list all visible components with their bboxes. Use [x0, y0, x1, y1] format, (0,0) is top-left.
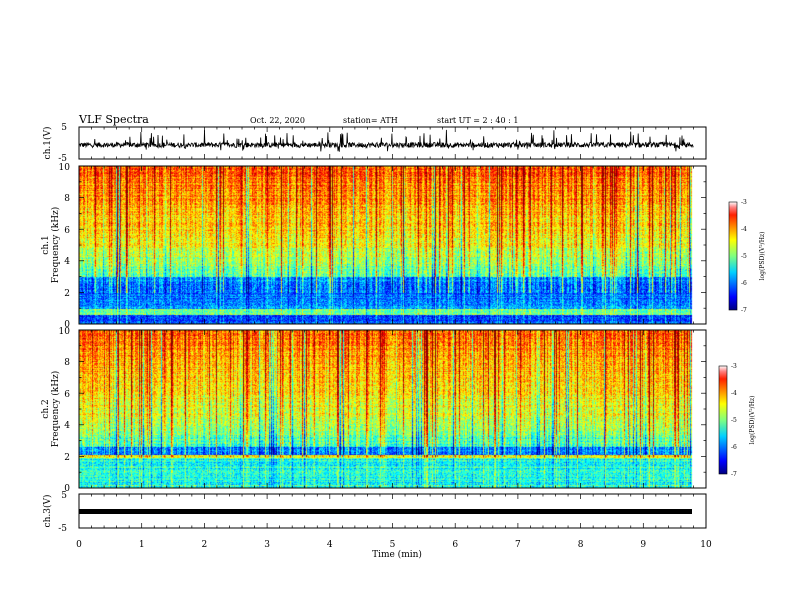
ch1-freq-tick-10: 10: [59, 163, 71, 173]
ch2-colorbar-tick-m3: -3: [731, 363, 737, 370]
ch1-waveform-line: [78, 129, 694, 152]
ch2-freq-tick-0: 0: [64, 484, 70, 494]
date-label: Oct. 22, 2020: [250, 116, 305, 125]
time-axis-tick-4: 4: [327, 540, 333, 550]
time-axis-tick-0: 0: [76, 540, 82, 550]
time-axis-tick-6: 6: [452, 540, 458, 550]
ch2-spectrogram-image: [79, 330, 706, 488]
ch2-freq-tick-10: 10: [59, 327, 71, 337]
ch1-colorbar-tick-m6: -6: [741, 280, 747, 287]
ch3-ylabel: ch.3(V): [42, 495, 53, 528]
panel-ch3-waveform: 5 -5 ch.3(V): [42, 491, 707, 534]
ch1-freq-tick-2: 2: [64, 289, 70, 299]
time-axis-tick-labels: 0 1 2 3 4 5 6 7 8 9 10: [76, 540, 712, 550]
ch2-freq-tick-6: 6: [64, 390, 70, 400]
panel-ch1-waveform: 5 -5 ch.1(V): [42, 123, 707, 164]
time-axis-tick-7: 7: [515, 540, 521, 550]
time-axis-tick-9: 9: [640, 540, 646, 550]
ch1-colorbar-tick-m4: -4: [741, 226, 747, 233]
time-axis-label: Time (min): [372, 549, 422, 560]
ch1-ylabel: ch.1(V): [42, 127, 53, 160]
time-axis-tick-1: 1: [139, 540, 145, 550]
figure-title: VLF Spectra: [78, 113, 149, 126]
ch1-colorbar: [728, 201, 738, 311]
ch2-colorbar-tick-m5: -5: [731, 417, 737, 424]
ch1-colorbar-label: log(PSD)(V²/Hz): [759, 232, 766, 281]
ch2-freq-tick-2: 2: [64, 453, 70, 463]
panel-ch2-spectrogram: 0 2 4 6 8 10 ch.2 Frequency (kHz) -3 -4 …: [41, 327, 756, 494]
time-axis-tick-10: 10: [700, 540, 712, 550]
ch1-freq-tick-8: 8: [64, 194, 70, 204]
ch3-ytick-top: 5: [61, 491, 67, 501]
ch1-freq-tick-6: 6: [64, 226, 70, 236]
ch2-colorbar-label: log(PSD)(V²/Hz): [749, 396, 756, 445]
start-time-label: start UT = 2 : 40 : 1: [437, 116, 518, 125]
ch1-ylabel-frequency: Frequency (kHz): [50, 207, 61, 284]
ch2-colorbar-tick-m6: -6: [731, 444, 737, 451]
station-label: station= ATH: [343, 116, 398, 125]
ch1-freq-tick-0: 0: [64, 320, 70, 330]
ch2-colorbar: [718, 365, 728, 475]
ch2-freq-tick-8: 8: [64, 358, 70, 368]
panel-ch1-spectrogram: 0 2 4 6 8 10 ch.1 Frequency (kHz) -3 -4 …: [41, 163, 766, 330]
ch3-waveform-band: [79, 509, 692, 514]
time-axis-tick-3: 3: [264, 540, 270, 550]
ch1-spectrogram-image: [79, 166, 706, 324]
ch1-ytick-top: 5: [61, 123, 67, 133]
ch1-ytick-bottom: -5: [58, 154, 67, 164]
time-axis-tick-5: 5: [390, 540, 396, 550]
ch1-colorbar-tick-m3: -3: [741, 199, 747, 206]
ch1-colorbar-tick-m5: -5: [741, 253, 747, 260]
ch2-colorbar-tick-m4: -4: [731, 390, 737, 397]
ch2-colorbar-tick-m7: -7: [731, 471, 737, 478]
ch2-ylabel-frequency: Frequency (kHz): [50, 371, 61, 448]
ch1-ylabel-channel: ch.1: [41, 235, 51, 254]
time-axis-tick-8: 8: [578, 540, 584, 550]
ch1-freq-tick-4: 4: [64, 257, 70, 267]
ch3-ytick-bottom: -5: [58, 524, 67, 534]
ch1-colorbar-tick-m7: -7: [741, 307, 747, 314]
ch2-freq-tick-4: 4: [64, 421, 70, 431]
time-axis-tick-2: 2: [202, 540, 208, 550]
ch2-ylabel-channel: ch.2: [41, 399, 51, 418]
